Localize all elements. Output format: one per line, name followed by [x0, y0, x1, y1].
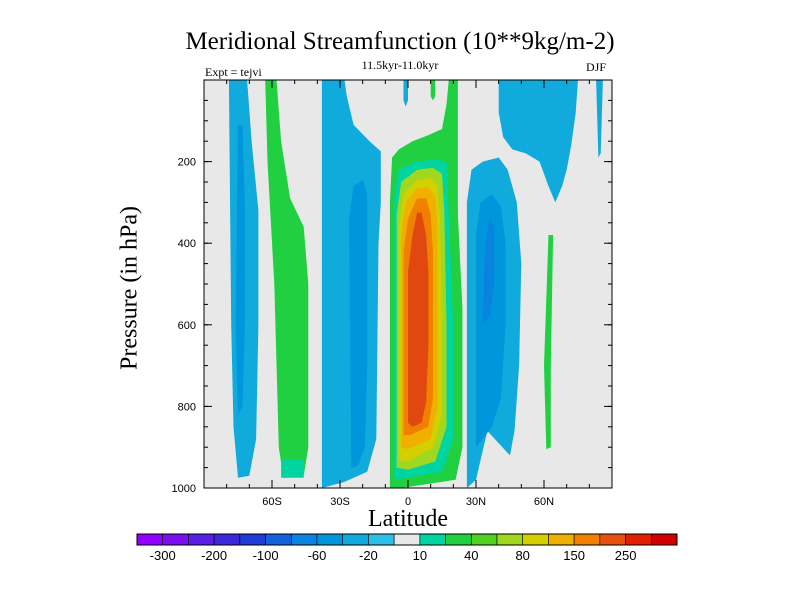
x-tick-label: 0 [405, 496, 411, 508]
y-tick-label: 1000 [172, 483, 196, 495]
cell-southern-positive-edge [281, 459, 304, 478]
chart-subtitle: 11.5kyr-11.0kyr [361, 58, 439, 72]
colorbar: -300 -200 -100 -60 -20 10 40 80 150 250 [136, 533, 678, 563]
y-tick-label: 800 [178, 401, 196, 413]
colorbar-label: 10 [413, 548, 427, 563]
colorbar-swatch [496, 533, 524, 546]
x-tick-label: 60S [262, 496, 282, 508]
colorbar-swatch [162, 533, 189, 546]
colorbar-swatch [650, 533, 678, 546]
colorbar-swatch [470, 533, 498, 546]
cell-high-north-positive [544, 235, 554, 450]
colorbar-swatch [522, 533, 549, 546]
colorbar-swatch [573, 533, 601, 546]
contour-regions [228, 80, 603, 488]
y-tick-label: 200 [178, 157, 196, 169]
colorbar-label: -60 [308, 548, 327, 563]
colorbar-swatch [368, 533, 395, 546]
x-tick-label: 30N [466, 496, 486, 508]
colorbar-frame [136, 533, 678, 546]
cell-northern-positive-250 [408, 212, 429, 427]
y-tick-label: 400 [178, 238, 196, 250]
colorbar-swatch [548, 533, 575, 546]
colorbar-label: 150 [563, 548, 585, 563]
colorbar-label: 40 [464, 548, 478, 563]
y-tick-label: 600 [178, 320, 196, 332]
colorbar-swatch [599, 533, 626, 546]
colorbar-swatch [445, 533, 472, 546]
cell-upper-north-negative [498, 80, 578, 203]
cell-northern-negative-20 [476, 194, 506, 448]
cell-high-south-negative-core [235, 124, 245, 415]
colorbar-swatch [265, 533, 292, 546]
colorbar-label: -20 [359, 548, 378, 563]
cell-top-equator-positive [430, 80, 436, 101]
cell-top-equator-negative [403, 80, 408, 107]
chart-title: Meridional Streamfunction (10**9kg/m-2) [185, 28, 615, 55]
cell-northern-negative-40 [482, 218, 495, 325]
colorbar-swatch [136, 533, 164, 546]
colorbar-swatch [625, 533, 652, 546]
cell-pole-north-negative [596, 80, 603, 158]
colorbar-swatch [213, 533, 241, 546]
colorbar-swatch [393, 533, 421, 546]
experiment-label: Expt = tejvi [205, 65, 262, 79]
colorbar-label: -300 [150, 548, 176, 563]
axis-ticks: 60S 30S 0 30N 60N 200 400 600 800 1000 [172, 80, 613, 508]
x-tick-label: 60N [534, 496, 554, 508]
colorbar-label: 250 [615, 548, 637, 563]
colorbar-swatch [316, 533, 344, 546]
colorbar-swatch [342, 533, 369, 546]
colorbar-swatch [239, 533, 266, 546]
season-label: DJF [586, 60, 607, 74]
x-axis-label: Latitude [368, 506, 448, 532]
colorbar-label: 80 [515, 548, 529, 563]
colorbar-swatch [290, 533, 318, 546]
colorbar-label: -100 [253, 548, 279, 563]
cell-southern-negative-20 [349, 180, 368, 468]
colorbar-label: -200 [201, 548, 227, 563]
cell-southern-positive [265, 80, 309, 478]
colorbar-swatch [419, 533, 446, 546]
x-tick-label: 30S [330, 496, 350, 508]
colorbar-swatch [188, 533, 215, 546]
